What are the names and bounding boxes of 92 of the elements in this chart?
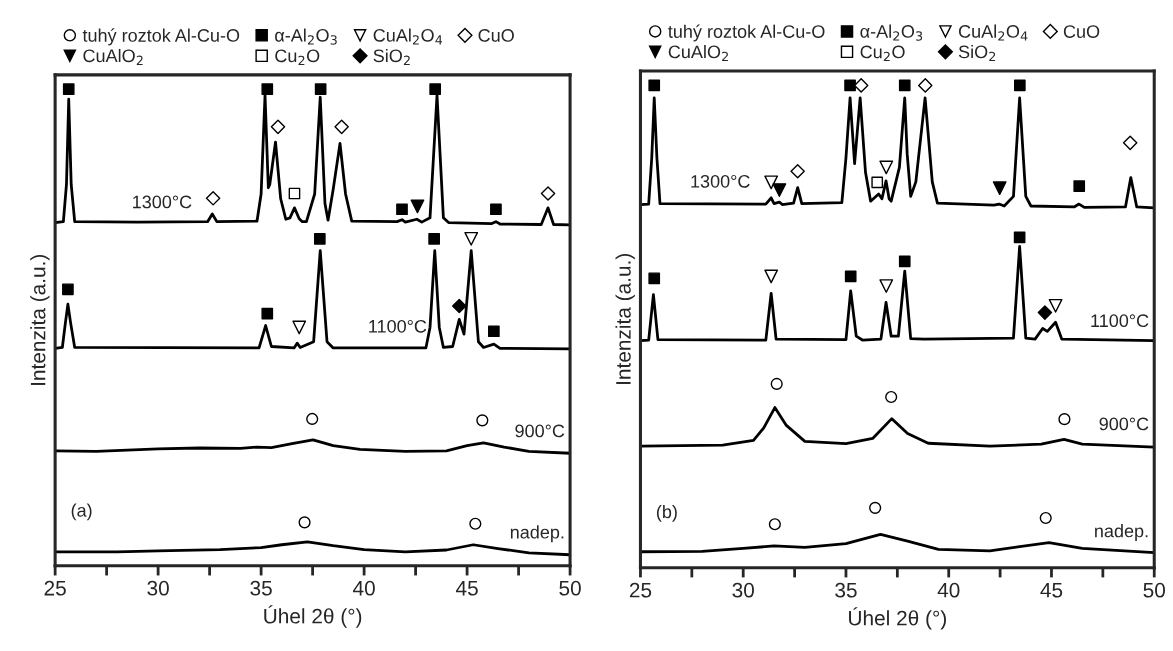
point [1073, 180, 1086, 193]
point [334, 119, 349, 135]
point [871, 176, 884, 189]
series-label: 1100°C [369, 319, 427, 333]
point [292, 320, 307, 335]
x-tick-label: 35 [835, 582, 857, 598]
x-tick-label: 25 [629, 582, 652, 598]
legend-label: Cu$_{2}$O [860, 45, 905, 62]
point [205, 191, 221, 206]
point [469, 517, 482, 530]
point [898, 255, 911, 268]
point [879, 279, 894, 293]
point [488, 325, 500, 338]
series-label: nadep. [510, 525, 564, 543]
legend-label: α-Al$_{2}$O$_{3}$ [860, 24, 923, 41]
point [648, 272, 661, 285]
point [1058, 413, 1071, 426]
x-axis-title: Úhel 2θ (°) [849, 607, 946, 630]
x-tick-label: 30 [732, 582, 754, 598]
series-label: 900°C [515, 424, 565, 438]
point [1039, 511, 1052, 525]
point [1048, 298, 1063, 313]
legend-label: CuO [478, 29, 514, 42]
point [476, 414, 489, 427]
point [62, 283, 74, 296]
point [62, 83, 75, 96]
legend-label: tuhý roztok Al-Cu-O [82, 28, 240, 46]
point [853, 78, 869, 93]
point [898, 79, 911, 92]
x-axis-title: Úhel 2θ (°) [264, 605, 362, 628]
series-label: 1300°C [691, 174, 750, 188]
point [1122, 135, 1138, 151]
annotation: (a) [71, 503, 92, 521]
point [288, 187, 301, 200]
point [1037, 305, 1053, 320]
legend-label: CuAl$_{2}$O$_{4}$ [958, 24, 1028, 41]
x-tick-label: 40 [352, 580, 375, 596]
point [764, 269, 779, 284]
point [428, 232, 440, 245]
legend-label: CuAlO$_{2}$ [83, 48, 143, 65]
x-tick-label: 45 [455, 581, 478, 596]
point [869, 501, 882, 514]
point [261, 83, 274, 96]
x-tick-label: 40 [937, 582, 960, 598]
point [764, 175, 779, 190]
point [313, 232, 326, 245]
x-tick-label: 45 [1040, 583, 1063, 598]
point [396, 203, 408, 216]
point [1013, 79, 1026, 92]
series-label: 900°C [1099, 417, 1149, 431]
point [772, 183, 787, 197]
point [429, 83, 442, 96]
legend-label: CuAl$_{2}$O$_{4}$ [373, 28, 443, 45]
series-label: nadep. [1095, 524, 1148, 541]
point [451, 298, 467, 314]
point [1013, 231, 1026, 244]
legend-label: CuAlO$_{2}$ [668, 45, 728, 62]
point [261, 307, 274, 320]
point [464, 231, 479, 246]
x-tick-label: 30 [147, 580, 169, 596]
point [918, 78, 933, 93]
point [844, 79, 856, 92]
point [879, 160, 894, 175]
point [306, 412, 319, 426]
legend-label: SiO$_{2}$ [373, 48, 410, 65]
legend-label: SiO$_{2}$ [958, 45, 996, 62]
point [790, 163, 805, 179]
point [490, 203, 502, 216]
legend-label: α-Al$_{2}$O$_{3}$ [275, 28, 337, 45]
point [844, 270, 857, 283]
point [885, 390, 898, 404]
point [992, 181, 1007, 196]
point [314, 83, 327, 96]
x-tick-label: 25 [44, 580, 66, 596]
point [648, 79, 661, 92]
annotation: (b) [656, 504, 677, 522]
y-axis-title: Intenzita (a.u.) [615, 254, 635, 384]
point [270, 119, 286, 135]
legend-label: CuO [1063, 25, 1100, 38]
x-tick-label: 35 [250, 580, 272, 596]
y-axis-title: Intenzita (a.u.) [30, 255, 50, 385]
point [540, 186, 556, 201]
point [298, 516, 311, 529]
legend-label: tuhý roztok Al-Cu-O [668, 24, 825, 42]
x-tick-label: 50 [1143, 582, 1165, 598]
series-label: 1100°C [1091, 314, 1149, 328]
series-label: 1300°C [133, 195, 192, 209]
point [768, 518, 781, 531]
point [410, 199, 425, 214]
point [770, 377, 783, 391]
x-tick-label: 50 [559, 580, 581, 596]
legend-label: Cu$_{2}$O [275, 49, 320, 66]
